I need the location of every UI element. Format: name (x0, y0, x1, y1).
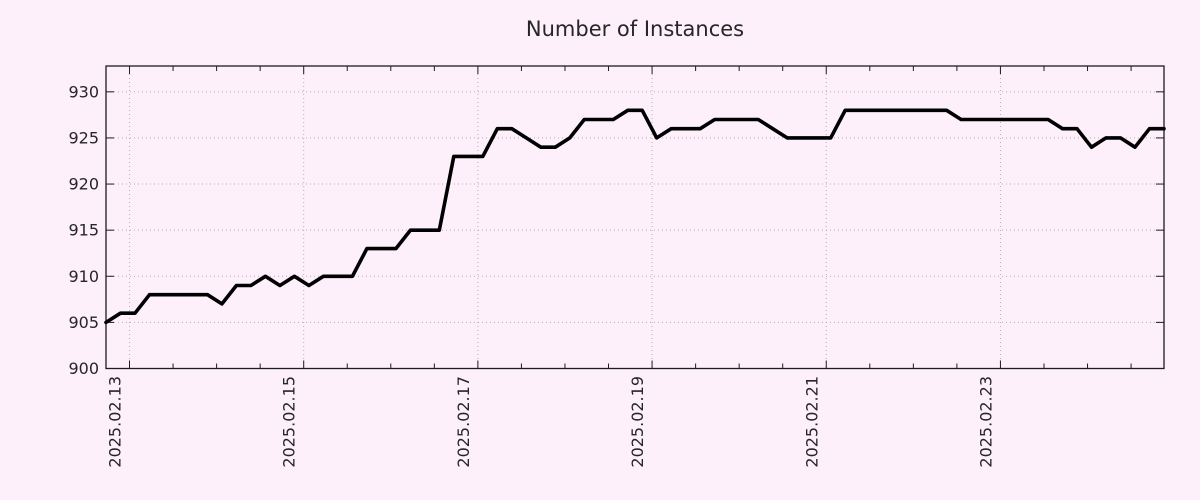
y-tick-label: 930 (68, 82, 99, 101)
x-tick-label: 2025.02.17 (454, 376, 473, 468)
x-tick-label: 2025.02.23 (976, 376, 995, 468)
y-tick-label: 925 (68, 128, 99, 147)
plot-border (105, 65, 1165, 370)
x-tick-label: 2025.02.13 (106, 376, 125, 468)
x-tick-label: 2025.02.21 (802, 376, 821, 468)
x-tick-label: 2025.02.15 (280, 376, 299, 468)
x-tick-label: 2025.02.19 (628, 376, 647, 468)
chart-title: Number of Instances (525, 17, 745, 41)
y-tick-label: 915 (68, 221, 99, 240)
data-line (104, 108, 1166, 325)
y-tick-label: 905 (68, 313, 99, 332)
y-tick-label: 910 (68, 267, 99, 286)
y-tick-label: 900 (68, 359, 99, 378)
y-tick-label: 920 (68, 175, 99, 194)
